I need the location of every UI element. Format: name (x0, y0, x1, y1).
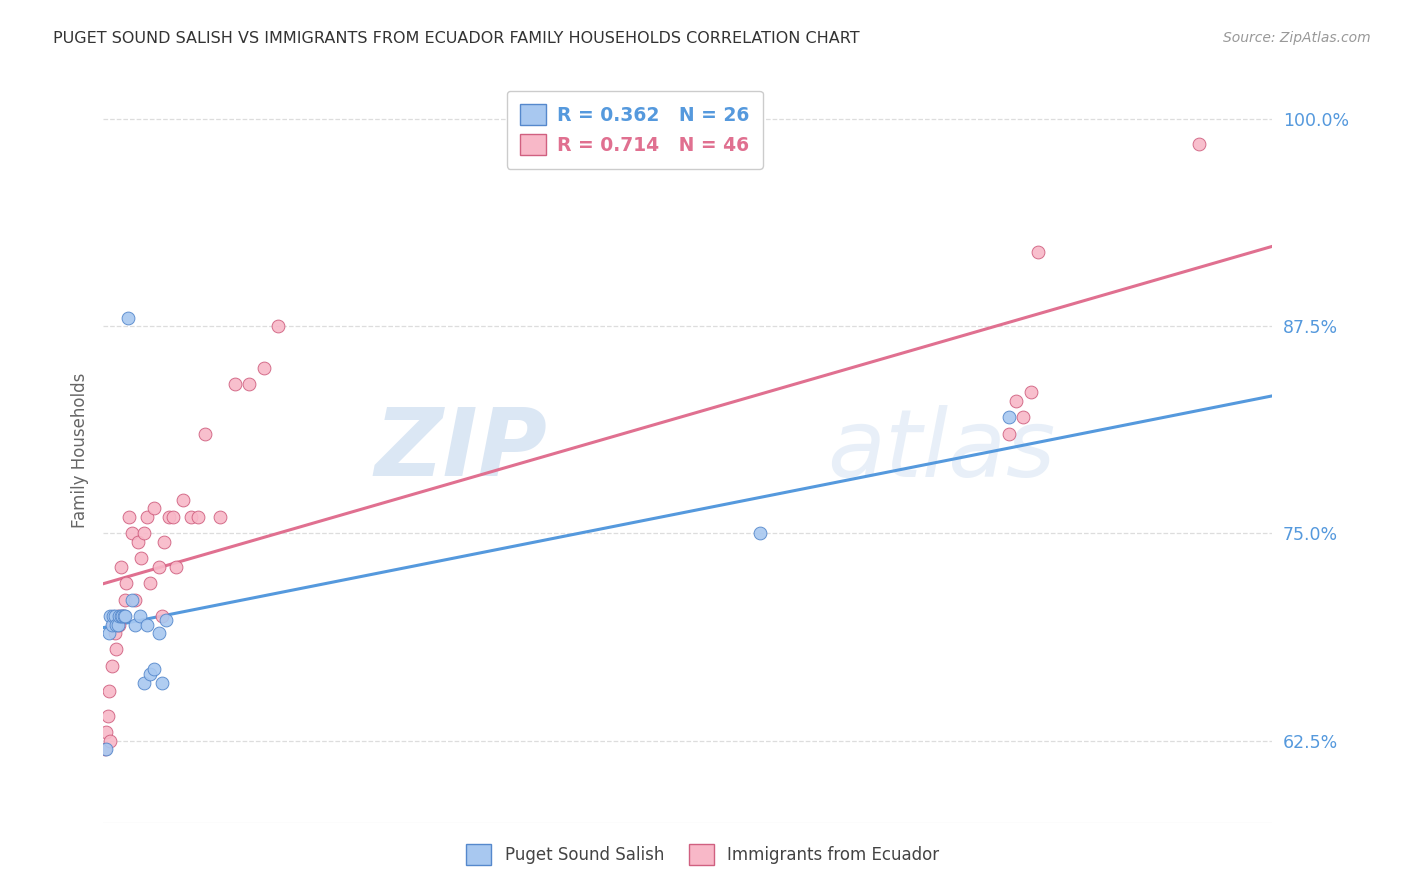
Point (253, 360, 276, 375)
Point (749, 526, 772, 541)
Point (997, 410, 1019, 425)
Point (121, 526, 143, 541)
Point (139, 667, 162, 681)
Point (114, 592, 136, 607)
Legend: R = 0.362   N = 26, R = 0.714   N = 46: R = 0.362 N = 26, R = 0.714 N = 46 (506, 91, 763, 169)
Point (105, 617, 128, 632)
Point (124, 617, 146, 632)
Point (127, 534, 149, 549)
Point (108, 609, 131, 624)
Point (110, 609, 132, 624)
Point (1005, 393, 1028, 408)
Point (93, 742, 115, 756)
Point (128, 609, 150, 624)
Point (100, 733, 122, 747)
Point (157, 509, 180, 524)
Point (96, 708, 118, 723)
Point (114, 609, 136, 624)
Point (129, 551, 152, 566)
Point (139, 576, 162, 591)
Text: ZIP: ZIP (374, 404, 547, 497)
Point (117, 310, 139, 325)
Point (94, 742, 117, 756)
Point (997, 426, 1019, 441)
Point (1026, 244, 1049, 259)
Point (103, 609, 125, 624)
Point (105, 642, 128, 657)
Point (101, 659, 124, 673)
Point (1012, 410, 1035, 425)
Point (101, 617, 124, 632)
Point (224, 377, 246, 392)
Point (208, 509, 231, 524)
Point (148, 559, 170, 574)
Point (98, 625, 121, 640)
Text: atlas: atlas (828, 405, 1056, 496)
Point (267, 319, 290, 334)
Point (172, 493, 194, 508)
Point (180, 509, 202, 524)
Point (104, 625, 127, 640)
Point (107, 617, 129, 632)
Point (121, 592, 143, 607)
Point (143, 662, 166, 676)
Point (162, 509, 184, 524)
Point (187, 509, 209, 524)
Point (153, 534, 176, 549)
Point (148, 625, 170, 640)
Point (136, 509, 159, 524)
Point (103, 617, 125, 632)
Point (165, 559, 187, 574)
Legend: Puget Sound Salish, Immigrants from Ecuador: Puget Sound Salish, Immigrants from Ecua… (458, 836, 948, 873)
Point (143, 501, 166, 516)
Point (1187, 136, 1209, 151)
Point (98, 683, 121, 698)
Point (1019, 385, 1042, 400)
Point (104, 609, 127, 624)
Point (238, 377, 260, 392)
Point (111, 609, 134, 624)
Point (136, 617, 159, 632)
Point (124, 592, 146, 607)
Point (194, 426, 217, 441)
Point (100, 609, 122, 624)
Point (94, 725, 117, 739)
Point (110, 559, 132, 574)
Y-axis label: Family Households: Family Households (72, 373, 89, 528)
Point (155, 613, 177, 627)
Point (112, 609, 135, 624)
Point (150, 609, 173, 624)
Point (132, 675, 155, 690)
Text: PUGET SOUND SALISH VS IMMIGRANTS FROM ECUADOR FAMILY HOUSEHOLDS CORRELATION CHAR: PUGET SOUND SALISH VS IMMIGRANTS FROM EC… (53, 31, 860, 46)
Point (132, 526, 155, 541)
Point (150, 675, 173, 690)
Point (111, 609, 134, 624)
Point (112, 609, 135, 624)
Text: Source: ZipAtlas.com: Source: ZipAtlas.com (1223, 31, 1371, 45)
Point (115, 576, 138, 591)
Point (118, 509, 141, 524)
Point (107, 609, 129, 624)
Point (108, 617, 131, 632)
